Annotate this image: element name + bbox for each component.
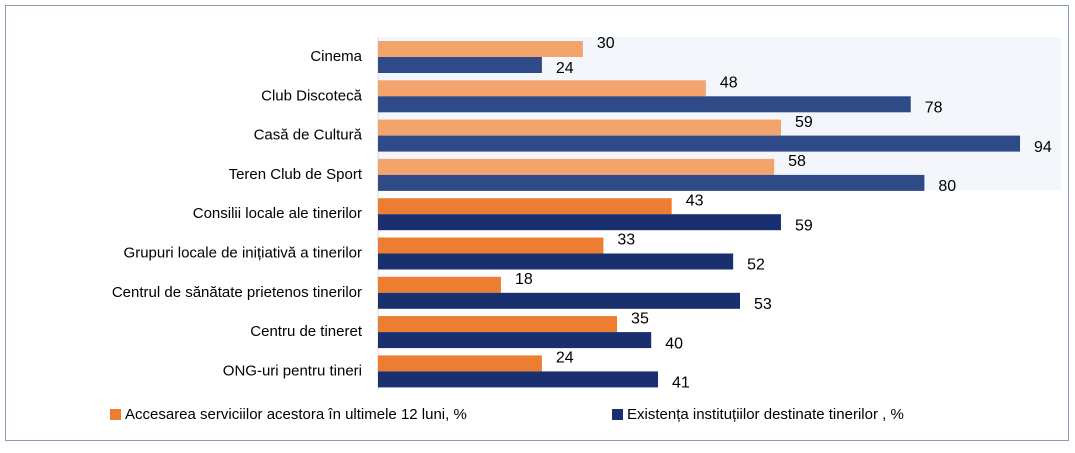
bar: [378, 198, 672, 215]
category-label: Centrul de sănătate prietenos tinerilor: [112, 284, 362, 301]
bar: [378, 41, 583, 57]
bar: [378, 371, 659, 388]
legend-label: Accesarea serviciilor acestora în ultime…: [125, 406, 467, 423]
legend-swatch: [612, 409, 623, 420]
bar: [378, 158, 775, 175]
bar: [378, 214, 781, 231]
value-label: 48: [720, 75, 738, 92]
value-label: 30: [597, 35, 615, 52]
category-label: Cinema: [310, 48, 362, 65]
bar: [378, 96, 911, 113]
category-label: ONG-uri pentru tineri: [223, 362, 362, 379]
legend-swatch: [110, 409, 121, 420]
category-label: Grupuri locale de inițiativă a tinerilor: [124, 244, 362, 261]
category-label: Teren Club de Sport: [229, 166, 363, 183]
value-label: 24: [556, 60, 574, 77]
category-label: Club Discotecă: [261, 87, 363, 104]
value-label: 43: [686, 192, 704, 209]
bar: [378, 237, 604, 254]
value-label: 52: [747, 257, 765, 274]
bar: [378, 57, 542, 73]
value-label: 78: [925, 100, 943, 117]
bar: [378, 80, 706, 97]
bar: [378, 253, 734, 270]
value-label: 53: [754, 296, 772, 313]
value-label: 24: [556, 350, 574, 367]
value-label: 59: [795, 217, 813, 234]
category-label: Consilii locale ale tinerilor: [193, 205, 362, 222]
bar: [378, 174, 925, 191]
bar: [378, 332, 652, 349]
legend-label: Existența instituțiilor destinate tineri…: [627, 406, 904, 423]
bar: [378, 119, 781, 136]
category-label: Centru de tineret: [250, 323, 363, 340]
value-label: 18: [515, 271, 533, 288]
value-label: 33: [617, 232, 635, 249]
value-label: 35: [631, 310, 649, 327]
bar: [378, 355, 542, 372]
bar: [378, 135, 1021, 152]
value-label: 80: [938, 178, 956, 195]
bar: [378, 292, 740, 309]
value-label: 41: [672, 375, 690, 392]
category-label: Casă de Cultură: [254, 127, 363, 144]
value-label: 59: [795, 114, 813, 131]
bar: [378, 316, 618, 333]
bar: [378, 276, 501, 293]
value-label: 58: [788, 153, 806, 170]
value-label: 40: [665, 335, 683, 352]
value-label: 94: [1034, 139, 1052, 156]
